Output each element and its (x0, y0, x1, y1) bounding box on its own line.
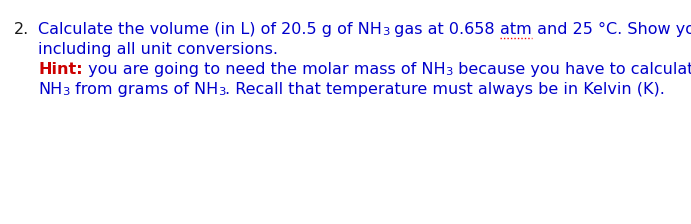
Text: from grams of NH: from grams of NH (70, 82, 218, 97)
Text: NH: NH (38, 82, 62, 97)
Text: atm: atm (500, 22, 532, 37)
Text: . Recall that temperature must always be in Kelvin (K).: . Recall that temperature must always be… (225, 82, 665, 97)
Text: 3: 3 (445, 67, 453, 77)
Text: of: of (0, 223, 1, 224)
Text: including all unit conversions.: including all unit conversions. (38, 42, 278, 57)
Text: and 25 °C. Show your work: and 25 °C. Show your work (532, 22, 691, 37)
Text: 3: 3 (218, 87, 225, 97)
Text: gas at 0.658: gas at 0.658 (389, 22, 500, 37)
Text: you are going to need the molar mass of NH: you are going to need the molar mass of … (83, 62, 445, 77)
Text: 3: 3 (382, 27, 389, 37)
Text: because you have to calculate moles of: because you have to calculate moles of (453, 62, 691, 77)
Text: 2.: 2. (14, 22, 29, 37)
Text: Hint:: Hint: (38, 62, 83, 77)
Text: 3: 3 (62, 87, 70, 97)
Text: Calculate the volume (in L) of 20.5 g of NH: Calculate the volume (in L) of 20.5 g of… (38, 22, 382, 37)
